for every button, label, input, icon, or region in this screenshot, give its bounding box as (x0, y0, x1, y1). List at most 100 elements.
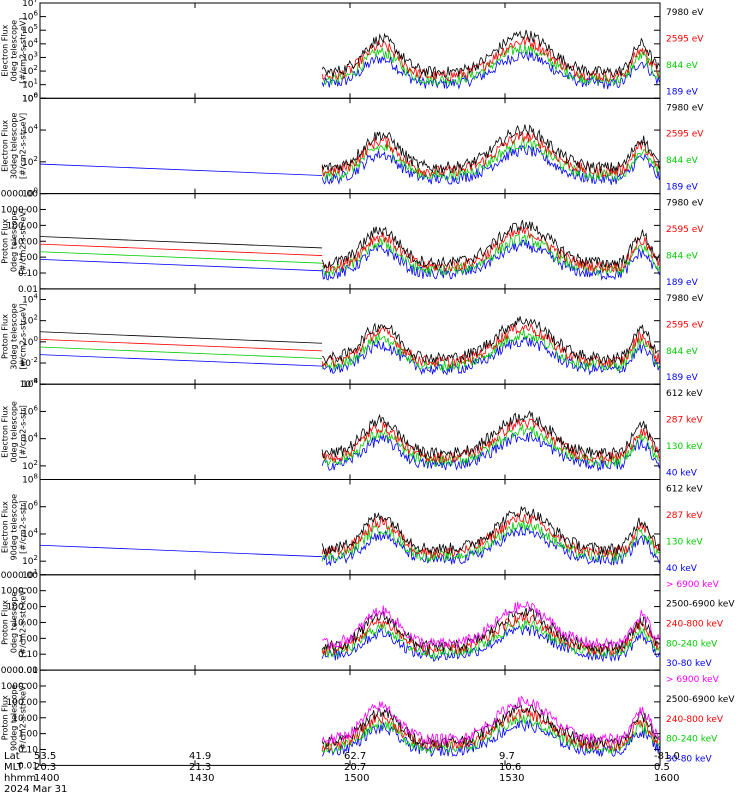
legend-entry: 189 eV (666, 183, 699, 193)
y-tick-label: 100.00 (7, 221, 39, 231)
series-trace (321, 718, 660, 758)
y-tick-label: 105 (22, 23, 38, 36)
y-tick-label: 100 (22, 187, 38, 200)
y-tick-label: 0.10 (18, 269, 38, 279)
y-tick-label: 101 (22, 568, 38, 581)
footer-row-mlt: MLT 20.3 21.3 20.7 10.6 0.5 (4, 762, 746, 773)
legend-entry: 240-800 keV (666, 715, 724, 725)
legend-entry: 30-80 keV (666, 754, 712, 764)
legend-entry: 40 keV (666, 564, 698, 574)
y-axis-label: MEPEDProton Flux90deg telescope[#/cm2-s-… (0, 682, 28, 753)
footer-row-label: MLT (4, 762, 23, 773)
footer-value: 0.5 (654, 762, 670, 773)
series-trace (321, 29, 660, 78)
y-tick-label: 10000.00 (0, 190, 38, 200)
series-trace (321, 624, 660, 663)
y-tick-label: 104 (22, 527, 38, 540)
y-tick-label: 102 (22, 459, 38, 472)
footer-row-label: hhmm (4, 773, 37, 784)
series-trace (321, 606, 660, 654)
y-tick-label: 10.00 (12, 714, 38, 724)
y-tick-label: 1.00 (18, 730, 38, 740)
y-axis-label: TEDElectron Flux0deg telescope[#/cm2-s-s… (0, 18, 28, 84)
y-tick-label: 103 (22, 50, 38, 63)
legend-entry: 30-80 keV (666, 659, 712, 669)
series-trace (321, 611, 660, 657)
footer-value: 1400 (34, 773, 60, 784)
y-axis-label: TEDElectron Flux30deg telescope[#/cm2-s-… (0, 113, 28, 180)
footer-row-date: 2024 Mar 31 (4, 784, 68, 795)
footer-value: 53.5 (34, 751, 57, 762)
y-tick-label: 104 (22, 292, 38, 305)
y-tick-label: 100.00 (7, 603, 39, 613)
footer-value: 1500 (344, 773, 370, 784)
series-trace (321, 695, 660, 746)
y-tick-label: 1.00 (18, 253, 38, 263)
y-tick-label: 100 (22, 91, 38, 104)
legend-entry: 40 keV (666, 469, 698, 479)
y-tick-label: 0.01 (18, 761, 38, 771)
y-tick-label: 10.00 (12, 618, 38, 628)
y-axis-label: MEPEDProton Flux0deg telescope[#/cm2-s-s… (0, 587, 28, 658)
panel-5: 102 104 106 108 MEPEDElectron Flux0deg teles… (0, 377, 703, 481)
y-tick-label: 101 (22, 78, 38, 91)
panel-frame (39, 288, 661, 385)
series-trace (321, 512, 660, 559)
legend-entry: 287 keV (666, 416, 703, 426)
y-tick-label: 106 (22, 91, 38, 104)
series-trace (321, 506, 660, 555)
y-tick-label: 106 (22, 10, 38, 23)
y-tick-label: 0.10 (18, 650, 38, 660)
panel-frame (39, 574, 661, 671)
panel-frame (39, 383, 661, 481)
footer-row-lat: Lat 53.5 41.9 62.7 9.7 -81.0 (4, 751, 746, 762)
legend-entry: 844 eV (666, 347, 699, 357)
y-axis-label: MEPEDElectron Flux0deg telescope[#/cm2-s… (0, 401, 28, 462)
panel-3: 10000.00 1000.00 100.00 10.00 1.00 0.10 0.01 TE… (0, 190, 704, 295)
footer-value: 10.6 (499, 762, 522, 773)
series-trace (322, 44, 660, 87)
legend-entry: > 6900 keV (666, 580, 720, 590)
y-tick-label: 108 (22, 473, 38, 486)
series-trace (321, 714, 660, 755)
y-tick-label: 10.00 (12, 237, 38, 247)
y-tick-label: 1000.00 (1, 205, 38, 215)
y-tick-label: 1000.00 (1, 682, 38, 692)
footer-value: 20.3 (34, 762, 57, 773)
y-tick-label: 10000.00 (0, 571, 38, 581)
series-trace (40, 225, 660, 274)
legend-entry: 80-240 keV (666, 735, 718, 745)
footer-value: 1430 (189, 773, 215, 784)
footer-value: 9.7 (499, 751, 515, 762)
y-tick-label: 104 (22, 37, 38, 50)
legend-entry: > 6900 keV (666, 675, 720, 685)
legend-entry: 189 eV (666, 87, 699, 97)
legend-entry: 7980 eV (666, 103, 704, 113)
legend-entry: 80-240 keV (666, 639, 718, 649)
y-tick-label: 0.01 (18, 285, 38, 295)
legend-entry: 130 keV (666, 442, 703, 452)
footer-value: 1600 (654, 773, 680, 784)
panel-7: 10000.00 1000.00 100.00 10.00 1.00 0.10 0.01 ME… (0, 571, 735, 676)
legend-entry: 612 keV (666, 389, 703, 399)
series-trace (321, 618, 660, 660)
series-trace (321, 136, 660, 182)
series-trace (321, 50, 660, 90)
footer-value: 20.7 (344, 762, 367, 773)
y-tick-label: 10-2 (20, 356, 38, 369)
panel-2: 100 102 104 106 TEDElectron Flux30deg telesc… (0, 91, 704, 199)
legend-entry: 7980 eV (666, 294, 704, 304)
series-trace (40, 316, 660, 365)
legend-entry: 287 keV (666, 511, 703, 521)
legend-entry: 2500-6900 keV (666, 695, 735, 705)
legend-entry: 7980 eV (666, 199, 704, 209)
legend-entry: 844 eV (666, 156, 699, 166)
y-tick-label: 100 (22, 335, 38, 348)
panel-frame (39, 2, 661, 99)
series-trace (321, 131, 660, 178)
y-tick-label: 107 (22, 0, 38, 9)
footer-value: 21.3 (189, 762, 212, 773)
y-tick-label: 104 (22, 432, 38, 445)
legend-entry: 2595 eV (666, 34, 704, 44)
